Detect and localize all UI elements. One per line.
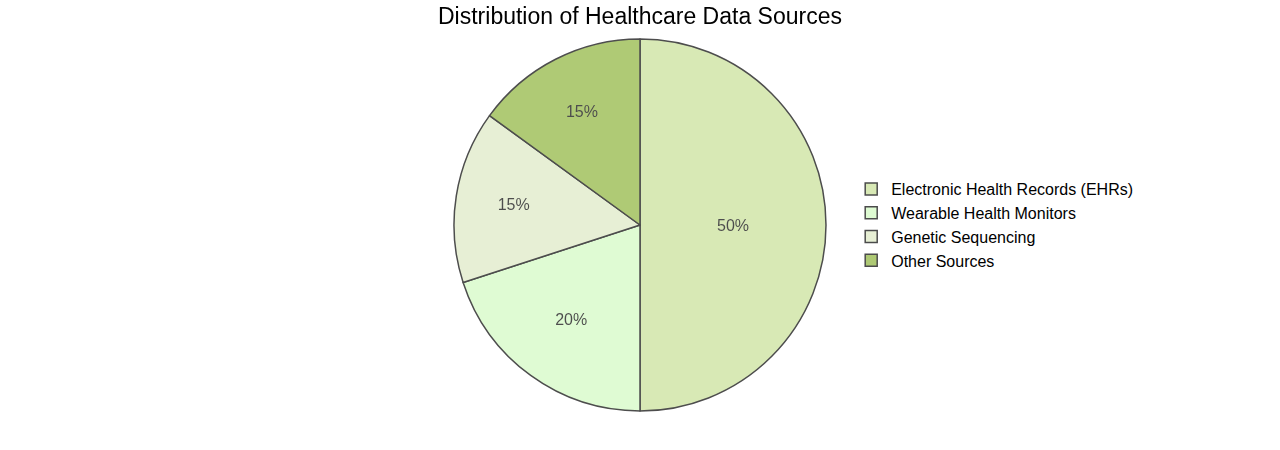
svg-text:Wearable Health Monitors: Wearable Health Monitors bbox=[891, 205, 1076, 222]
svg-text:Other Sources: Other Sources bbox=[891, 253, 994, 270]
svg-text:Genetic Sequencing: Genetic Sequencing bbox=[891, 229, 1035, 246]
svg-text:Electronic Health Records (EHR: Electronic Health Records (EHRs) bbox=[891, 181, 1133, 198]
svg-text:Distribution of Healthcare Dat: Distribution of Healthcare Data Sources bbox=[438, 3, 842, 29]
svg-text:20%: 20% bbox=[555, 311, 587, 328]
svg-text:15%: 15% bbox=[498, 196, 530, 213]
svg-text:15%: 15% bbox=[566, 103, 598, 120]
svg-text:50%: 50% bbox=[717, 217, 749, 234]
